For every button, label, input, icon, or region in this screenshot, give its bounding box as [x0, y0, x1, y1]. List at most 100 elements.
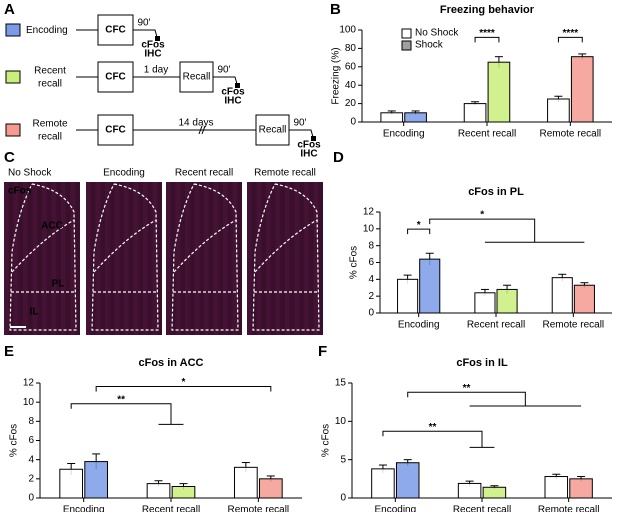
chart-title: cFos in PL [468, 186, 524, 198]
y-tick-label: 10 [23, 397, 35, 408]
bar [551, 277, 573, 314]
y-tick-label: 15 [335, 378, 347, 389]
delay-label: 90' [217, 65, 230, 76]
delay-label: 90' [137, 18, 150, 29]
recall-box [255, 114, 290, 146]
chart-title: cFos in IL [456, 357, 508, 369]
texture [95, 182, 101, 335]
y-tick-label: 4 [28, 454, 34, 465]
bar [419, 258, 441, 314]
sig-label: ** [463, 383, 471, 394]
region-label: PL [52, 279, 65, 290]
stain-label: cFos [8, 186, 32, 197]
bar [474, 292, 496, 314]
micrograph [86, 182, 162, 335]
texture [185, 182, 190, 335]
y-tick-label: 0 [350, 117, 356, 128]
x-tick-label: Encoding [63, 505, 105, 512]
bar [233, 466, 258, 499]
y-tick-label: 2 [368, 291, 374, 302]
sig-bracket [407, 228, 431, 235]
x-tick-label: Recent recall [467, 320, 525, 331]
panel-letter: D [333, 149, 344, 166]
y-axis-label: Freezing (%) [331, 47, 342, 104]
texture [285, 182, 290, 335]
bar [496, 288, 518, 314]
y-tick-label: 80 [345, 43, 357, 54]
micrograph [4, 182, 80, 335]
region-label: IL [30, 307, 39, 318]
bar [59, 468, 84, 499]
texture [223, 182, 228, 335]
bar [463, 103, 487, 123]
bar [457, 482, 482, 499]
texture [23, 182, 28, 335]
y-tick-label: 12 [363, 207, 375, 218]
ihc-marker [235, 83, 240, 88]
bar [570, 56, 594, 123]
sig-bracket [95, 385, 272, 392]
y-tick-label: 20 [345, 98, 357, 109]
x-tick-label: Remote recall [227, 505, 289, 512]
column-label: Remote recall [254, 168, 316, 179]
texture [275, 182, 281, 335]
ihc-label: IHC [300, 149, 317, 160]
y-axis-label: % cFos [349, 246, 360, 279]
recall-box [179, 61, 214, 93]
interval-label: 14 days [178, 118, 213, 129]
texture [294, 182, 300, 335]
panel-letter: F [318, 343, 327, 360]
sig-label: * [480, 210, 484, 221]
bar [380, 112, 404, 123]
y-axis-label: % cFos [321, 424, 332, 457]
bar [395, 462, 420, 499]
texture [61, 182, 66, 335]
y-tick-label: 40 [345, 80, 357, 91]
y-tick-label: 8 [368, 240, 374, 251]
bar [84, 461, 109, 499]
cfc-label: CFC [105, 125, 126, 136]
texture [204, 182, 209, 335]
region-outline [171, 183, 239, 331]
sig-bracket [407, 391, 526, 406]
ihc-marker [155, 36, 160, 41]
recall-label: Recall [259, 125, 287, 136]
y-tick-label: 60 [345, 61, 357, 72]
texture [133, 182, 139, 335]
bar [482, 486, 507, 499]
texture [247, 182, 252, 335]
region-outline [9, 183, 77, 331]
sig-label: ** [117, 394, 125, 405]
panel-letter: B [330, 1, 341, 18]
x-tick-label: Recent recall [458, 129, 516, 140]
texture [175, 182, 181, 335]
bar [397, 278, 419, 314]
texture [304, 182, 309, 335]
ihc-label: cFos [221, 87, 245, 98]
x-tick-label: Encoding [383, 129, 425, 140]
texture [194, 182, 200, 335]
y-tick-label: 10 [363, 223, 375, 234]
y-tick-label: 0 [340, 493, 346, 504]
texture [86, 182, 91, 335]
texture [51, 182, 57, 335]
legend-label: Shock [415, 40, 444, 51]
y-tick-label: 8 [28, 416, 34, 427]
ihc-label: cFos [297, 140, 321, 151]
column-label: No Shock [8, 168, 52, 179]
texture [166, 182, 171, 335]
cfc-label: CFC [105, 72, 126, 83]
bar [573, 284, 595, 314]
ihc-label: IHC [224, 96, 241, 107]
texture [232, 182, 238, 335]
ihc-marker [311, 136, 316, 141]
legend-swatch [401, 40, 412, 51]
sig-bracket [429, 218, 536, 243]
x-tick-label: Remote recall [542, 320, 604, 331]
bar [547, 98, 570, 123]
texture [32, 182, 38, 335]
y-tick-label: 100 [339, 25, 356, 36]
panel-letter: C [4, 149, 15, 166]
bar [404, 112, 427, 123]
y-tick-label: 6 [28, 435, 34, 446]
